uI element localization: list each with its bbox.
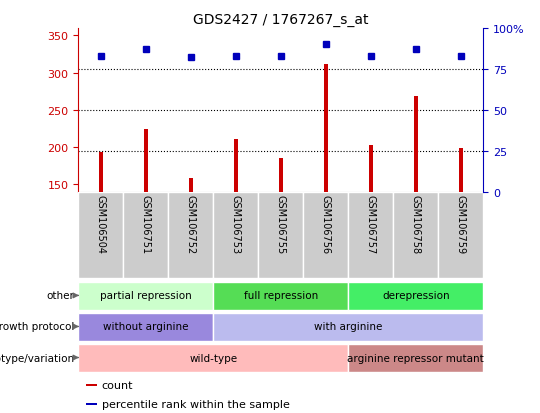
Text: wild-type: wild-type <box>189 353 238 363</box>
Bar <box>213 282 348 310</box>
Bar <box>213 313 483 341</box>
Text: GSM106752: GSM106752 <box>186 195 196 254</box>
Bar <box>144 130 147 192</box>
Bar <box>414 97 417 192</box>
Text: GSM106755: GSM106755 <box>276 195 286 254</box>
Text: GSM106758: GSM106758 <box>411 195 421 254</box>
Text: with arginine: with arginine <box>314 322 382 332</box>
Bar <box>303 192 348 279</box>
Bar <box>99 153 103 192</box>
Bar <box>459 149 463 192</box>
Bar <box>324 64 328 192</box>
Text: GSM106759: GSM106759 <box>456 195 466 254</box>
Text: genotype/variation: genotype/variation <box>0 353 75 363</box>
Text: percentile rank within the sample: percentile rank within the sample <box>102 399 289 409</box>
Bar <box>86 403 97 405</box>
Text: GSM106757: GSM106757 <box>366 195 376 254</box>
Bar <box>279 159 282 192</box>
Text: growth protocol: growth protocol <box>0 322 75 332</box>
Bar <box>369 145 373 192</box>
Bar <box>348 344 483 372</box>
Bar <box>78 313 213 341</box>
Bar <box>258 192 303 279</box>
Bar <box>393 192 438 279</box>
Text: full repression: full repression <box>244 291 318 301</box>
Bar <box>348 282 483 310</box>
Text: without arginine: without arginine <box>103 322 188 332</box>
Text: GSM106751: GSM106751 <box>141 195 151 254</box>
Bar <box>348 192 393 279</box>
Text: GSM106756: GSM106756 <box>321 195 331 254</box>
Text: derepression: derepression <box>382 291 450 301</box>
Text: arginine repressor mutant: arginine repressor mutant <box>347 353 484 363</box>
Bar <box>78 282 213 310</box>
Bar <box>78 192 123 279</box>
Bar <box>168 192 213 279</box>
Title: GDS2427 / 1767267_s_at: GDS2427 / 1767267_s_at <box>193 12 368 26</box>
Bar <box>234 140 238 192</box>
Bar <box>438 192 483 279</box>
Text: other: other <box>46 291 75 301</box>
Text: partial repression: partial repression <box>100 291 192 301</box>
Bar <box>86 384 97 386</box>
Text: count: count <box>102 380 133 390</box>
Text: GSM106753: GSM106753 <box>231 195 241 254</box>
Bar <box>189 179 193 192</box>
Bar <box>213 192 258 279</box>
Bar <box>78 344 348 372</box>
Bar <box>123 192 168 279</box>
Text: GSM106504: GSM106504 <box>96 195 106 254</box>
